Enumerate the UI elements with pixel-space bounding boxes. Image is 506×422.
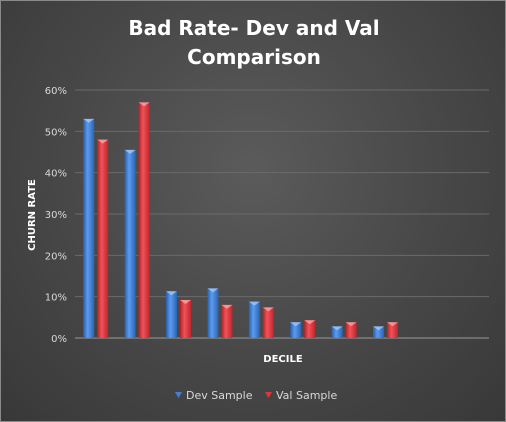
bar-cap	[262, 307, 274, 312]
bar-cap	[221, 304, 233, 309]
chart-title-line-2: Comparison	[187, 45, 321, 69]
bar-dev-sample	[83, 118, 95, 338]
bar-cap	[180, 299, 191, 304]
y-tick-label: 40%	[45, 169, 67, 180]
bar-cap	[304, 320, 316, 325]
bar-cap	[124, 149, 136, 154]
bar-dev-sample	[373, 326, 384, 338]
bar-cap	[166, 291, 177, 296]
y-tick-label: 50%	[45, 127, 67, 138]
y-axis-ticks: 0% 10% 20% 30% 40% 50% 60%	[45, 86, 67, 345]
bar-cap	[387, 322, 398, 327]
y-tick-label: 30%	[45, 210, 67, 221]
x-axis-title: DECILE	[263, 354, 303, 365]
gridlines	[75, 89, 489, 339]
y-tick-label: 20%	[45, 251, 67, 262]
bar-val-sample	[387, 322, 398, 338]
bar-cap	[373, 326, 384, 331]
bar-cap	[207, 288, 219, 293]
bar-dev-sample	[248, 301, 260, 338]
bar-cap	[248, 301, 260, 306]
bar-cap	[83, 118, 95, 123]
legend: Dev Sample Val Sample	[175, 389, 337, 402]
legend-label: Val Sample	[276, 389, 337, 402]
y-tick-label: 60%	[45, 86, 67, 97]
bar-val-sample	[138, 102, 150, 339]
bar-val-sample	[180, 299, 191, 338]
bar-dev-sample	[290, 322, 302, 338]
bar-cap	[290, 322, 302, 327]
bar-val-sample	[97, 139, 109, 338]
bar-cap	[138, 102, 150, 107]
y-tick-label: 10%	[45, 293, 67, 304]
bar-val-sample	[345, 322, 357, 338]
bar-dev-sample	[331, 326, 343, 338]
bar-val-sample	[262, 307, 274, 338]
bar-dev-sample	[207, 288, 219, 338]
bars	[83, 102, 398, 339]
y-axis-title: CHURN RATE	[27, 179, 38, 251]
bar-dev-sample	[166, 291, 177, 338]
y-tick-label: 0%	[51, 334, 67, 345]
legend-marker-val-sample	[265, 392, 272, 398]
legend-marker-dev-sample	[175, 392, 182, 398]
bar-val-sample	[304, 320, 316, 338]
bar-val-sample	[221, 304, 233, 338]
legend-label: Dev Sample	[186, 389, 253, 402]
bar-cap	[97, 139, 109, 144]
bar-cap	[331, 326, 343, 331]
chart-title-line-1: Bad Rate- Dev and Val	[128, 16, 379, 40]
bar-cap	[345, 322, 357, 327]
bar-dev-sample	[124, 149, 136, 338]
